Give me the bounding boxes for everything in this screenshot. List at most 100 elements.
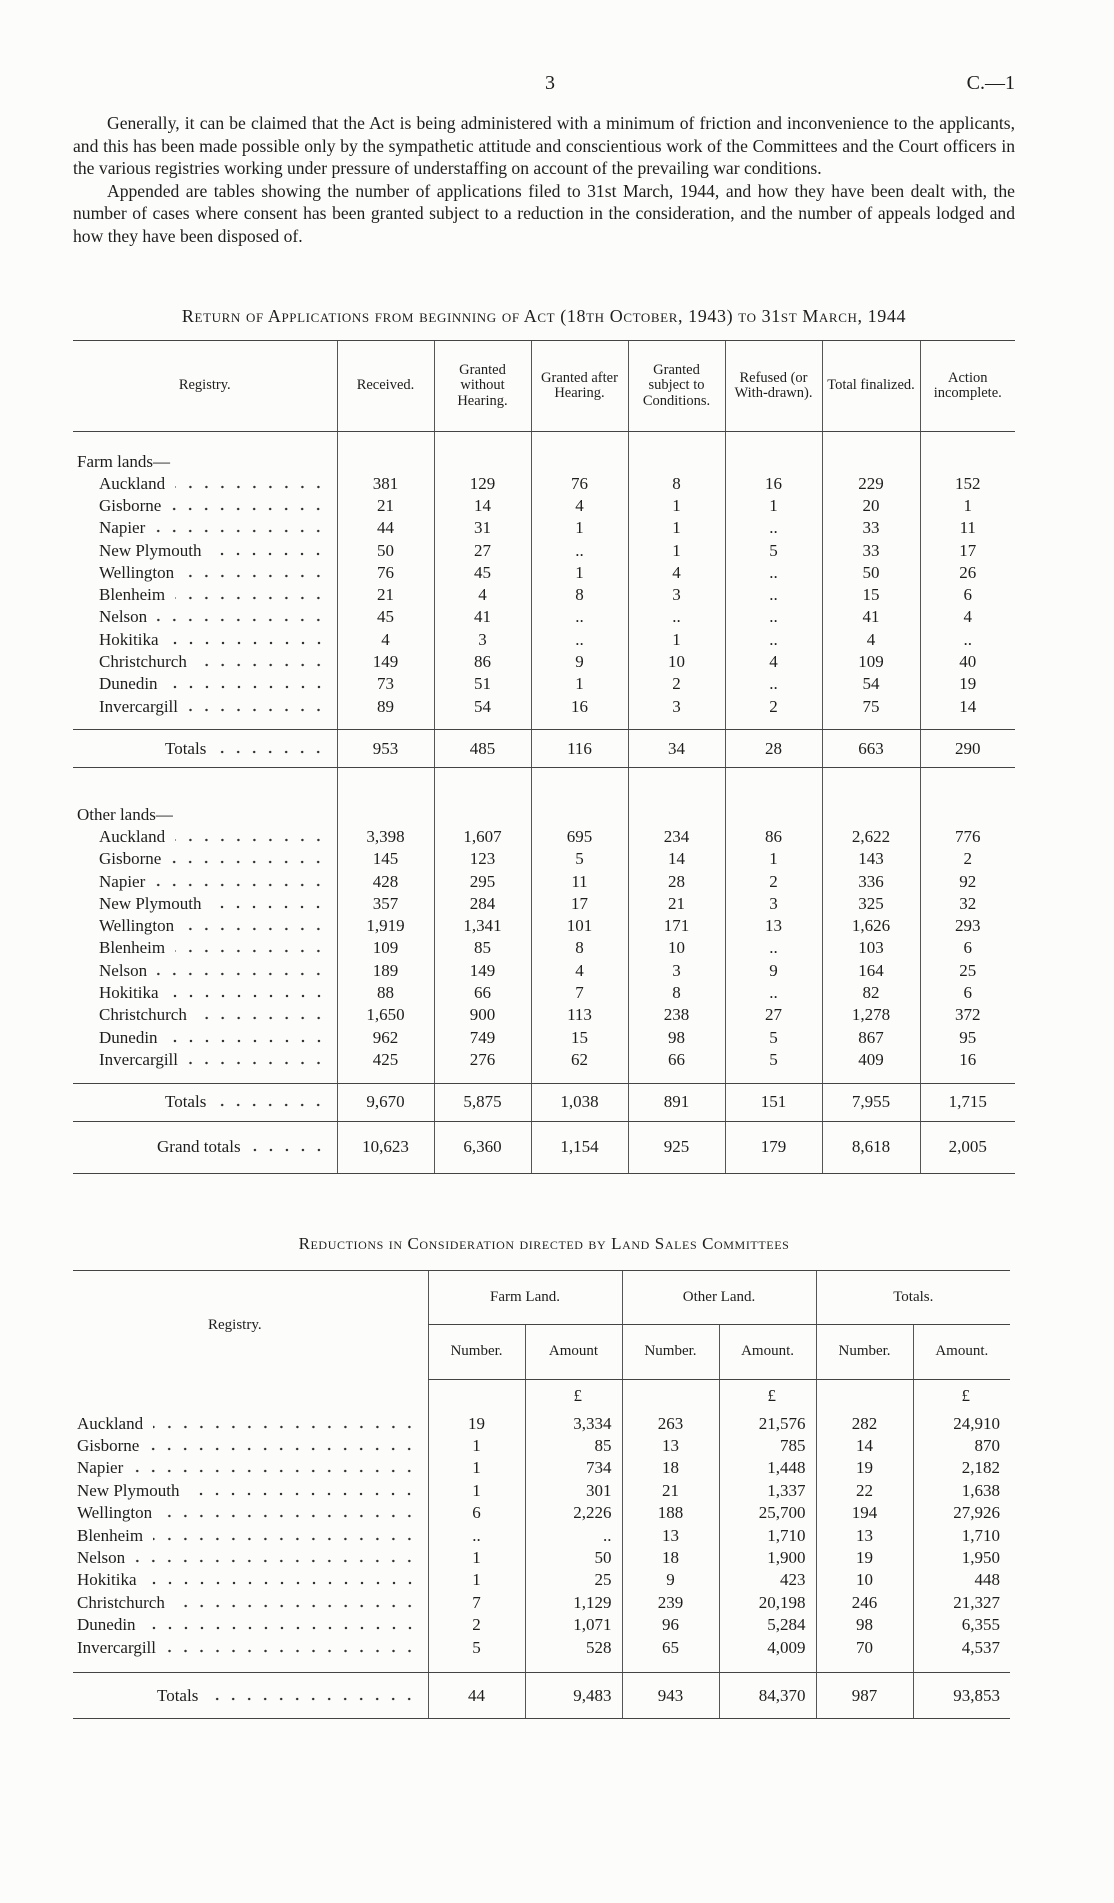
value-cell: 695 (530, 825, 628, 849)
value-cell: 123 (433, 848, 531, 871)
value-cell: 870 (912, 1434, 1011, 1458)
empty-cell (73, 768, 337, 804)
value-cell: 10 (815, 1569, 914, 1592)
registry-name: Wellington (99, 916, 175, 936)
registry-cell: New Plymouth (73, 539, 337, 561)
value-cell: 1,710 (912, 1524, 1011, 1547)
value-cell: 4 (724, 650, 822, 674)
value-cell: 263 (621, 1412, 720, 1435)
value-cell: 6 (919, 583, 1015, 607)
registry-cell: Dunedin (73, 1026, 337, 1048)
value-cell: 9 (530, 650, 628, 674)
dot-leader (189, 1491, 418, 1496)
value-cell: 9 (621, 1569, 720, 1592)
value-cell: 282 (815, 1412, 914, 1435)
value-cell: 3 (724, 892, 822, 915)
value-cell: 295 (433, 870, 531, 893)
value-cell: 1,900 (718, 1546, 817, 1570)
registry-name: Farm lands— (77, 451, 171, 471)
value-cell: 336 (821, 870, 920, 893)
value-cell: 9,670 (336, 1083, 434, 1122)
registry-cell: Totals (73, 729, 337, 769)
dot-leader (184, 927, 327, 932)
registry-cell: Blenheim (73, 584, 337, 606)
column-header: Granted without Hearing. (433, 340, 531, 432)
value-cell: 239 (621, 1591, 720, 1615)
value-cell: 785 (718, 1434, 817, 1458)
value-cell: 152 (919, 472, 1015, 495)
value-cell: 45 (433, 561, 531, 584)
registry-name: Gisborne (99, 495, 162, 515)
value-cell: 1,071 (524, 1614, 623, 1637)
empty-cell (427, 1658, 525, 1674)
value-cell: 2 (724, 695, 822, 718)
registry-name: Christchurch (99, 1005, 187, 1025)
registry-name: Gisborne (99, 849, 162, 869)
value-cell: 1,278 (821, 1004, 920, 1027)
value-cell: 66 (627, 1048, 725, 1072)
registry-name: Napier (99, 871, 146, 891)
table-row: Other lands— (73, 803, 1015, 826)
dot-leader (155, 529, 327, 534)
value-cell: 95 (919, 1026, 1015, 1049)
value-cell: 2,622 (821, 825, 920, 849)
value-cell: 70 (815, 1636, 914, 1659)
registry-cell: Napier (73, 517, 337, 539)
empty-cell (336, 717, 434, 731)
value-cell: 1,337 (718, 1479, 817, 1503)
value-cell: 4 (336, 628, 434, 651)
empty-cell (73, 717, 337, 731)
registry-wrap: Napier (77, 872, 333, 892)
column-group-header: Totals. (815, 1270, 1011, 1325)
registry-cell: Auckland (73, 473, 337, 495)
dot-leader (155, 882, 327, 887)
value-cell: 85 (433, 937, 531, 960)
registry-wrap: Invercargill (77, 1638, 424, 1658)
dot-leader (145, 1626, 418, 1631)
empty-cell (530, 431, 628, 451)
table-row: Hokitika 1 25 9 423 10 448 (73, 1569, 1011, 1592)
page-number: 3 (545, 72, 555, 94)
empty-cell (821, 803, 920, 826)
value-cell: 189 (336, 959, 434, 982)
registry-cell: Hokitika (73, 629, 337, 651)
value-cell: 428 (336, 870, 434, 893)
value-cell: 4 (433, 583, 531, 607)
table-row: Invercargill 89 54 16 3 2 75 14 (73, 695, 1015, 718)
registry-wrap: Hokitika (77, 1570, 424, 1590)
empty-cell (530, 450, 628, 473)
registry-name: Dunedin (99, 674, 158, 694)
table-row (73, 767, 1015, 804)
dot-leader (157, 618, 327, 623)
value-cell: 4,009 (718, 1636, 817, 1659)
value-cell: 44 (336, 517, 434, 540)
value-cell: .. (724, 937, 822, 960)
empty-cell (815, 1658, 914, 1674)
dot-leader (171, 860, 327, 865)
value-cell: 179 (724, 1121, 822, 1174)
value-cell: 1 (427, 1546, 525, 1570)
column-header: Registry. (73, 340, 337, 432)
value-cell: 14 (433, 494, 531, 518)
value-cell: 17 (530, 892, 628, 915)
value-cell: 103 (821, 937, 920, 960)
table-row: Invercargill 425 276 62 66 5 409 16 (73, 1048, 1015, 1072)
value-cell: 238 (627, 1004, 725, 1027)
table-row: Blenheim.... 13 1,710 13 1,710 (73, 1524, 1011, 1547)
registry-cell: Auckland (73, 826, 337, 848)
table-row: Dunedin 962 749 15 98 5 867 95 (73, 1026, 1015, 1049)
empty-cell (73, 1380, 428, 1413)
value-cell: 25 (919, 959, 1015, 982)
table-row: Wellington 6 2,226 188 25,700 194 27,926 (73, 1502, 1011, 1525)
registry-cell: Wellington (73, 915, 337, 937)
value-cell: 891 (627, 1083, 725, 1122)
registry-name: Dunedin (99, 1027, 158, 1047)
value-cell: 54 (821, 673, 920, 696)
value-cell: 28 (627, 870, 725, 893)
value-cell: 32 (919, 892, 1015, 915)
value-cell: 9,483 (524, 1672, 623, 1720)
empty-cell (336, 450, 434, 473)
empty-cell (336, 767, 434, 804)
value-cell: 51 (433, 673, 531, 696)
